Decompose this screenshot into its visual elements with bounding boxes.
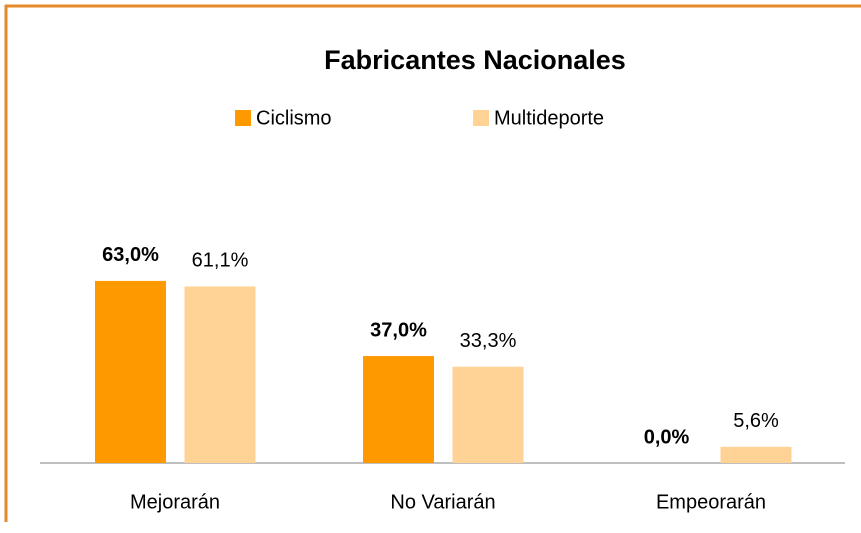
value-label: 5,6%	[733, 410, 779, 432]
x-tick-label: Empeorarán	[656, 491, 766, 513]
value-label: 63,0%	[102, 244, 159, 266]
bar	[720, 446, 792, 463]
bar	[452, 366, 524, 463]
value-label: 33,3%	[460, 330, 517, 352]
legend-label: Ciclismo	[256, 107, 332, 129]
bar	[184, 286, 256, 463]
value-label: 37,0%	[370, 319, 427, 341]
bar	[95, 280, 166, 463]
bar	[363, 356, 434, 463]
value-label: 0,0%	[644, 426, 690, 448]
x-tick-label: Mejorarán	[130, 491, 220, 513]
legend-label: Multideporte	[494, 107, 604, 129]
legend-swatch	[235, 110, 251, 126]
legend-swatch	[473, 110, 489, 126]
chart-title: Fabricantes Nacionales	[324, 45, 626, 75]
value-label: 61,1%	[192, 250, 249, 272]
x-tick-label: No Variarán	[390, 491, 495, 513]
